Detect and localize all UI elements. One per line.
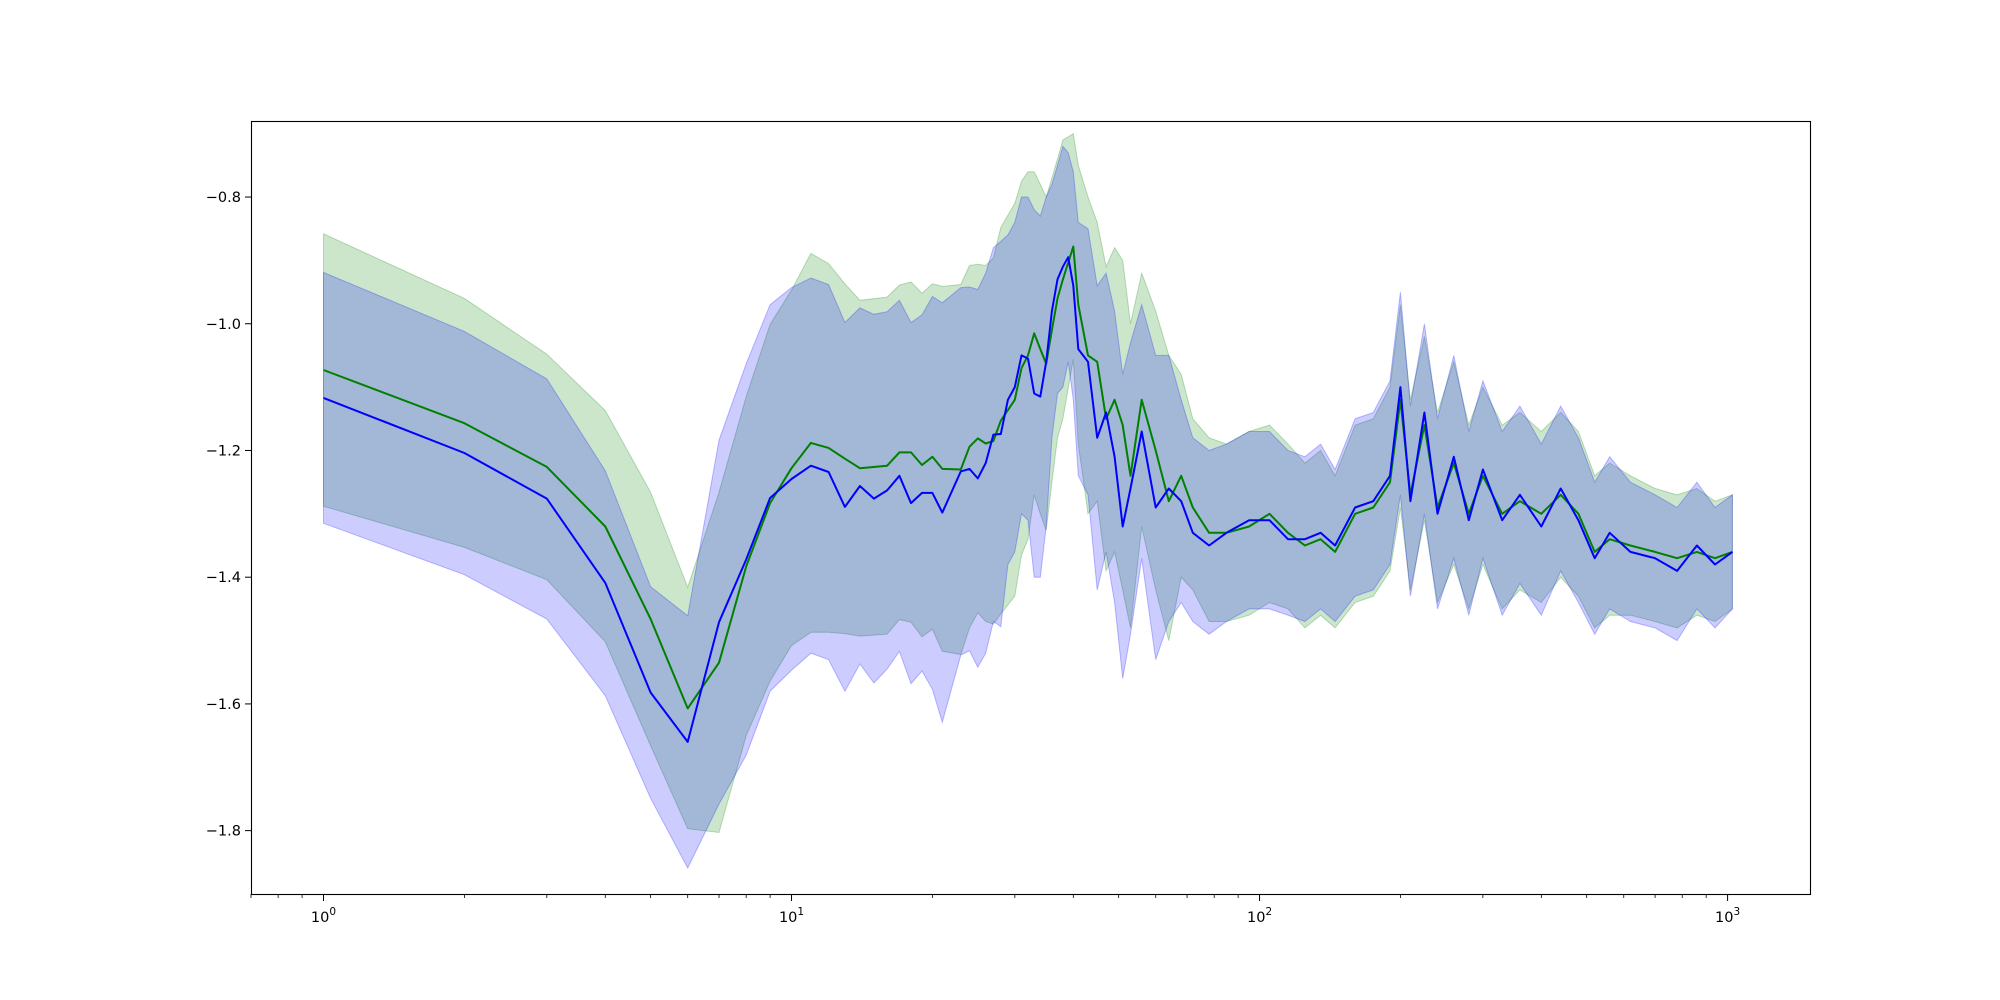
plot-area-frame (250, 120, 1812, 896)
series-1-line (323, 245, 1733, 710)
y-tick-label: −1.2 (206, 443, 241, 459)
y-tick-label: −0.8 (206, 190, 241, 206)
x-tick-label: 102 (1247, 906, 1272, 926)
series-2-band (323, 145, 1733, 870)
series-lines (323, 245, 1733, 743)
series-2-line (323, 256, 1733, 743)
x-tick-label: 103 (1715, 906, 1740, 926)
y-axis: −1.8 −1.6 −1.4 −1.2 −1.0 −0.8 (206, 190, 251, 840)
y-tick-label: −1.4 (206, 570, 241, 586)
series-1-band (323, 132, 1733, 834)
y-tick-label: −1.6 (206, 697, 241, 713)
x-tick-label: 100 (311, 906, 336, 926)
confidence-bands (323, 132, 1733, 870)
x-axis: 100 101 102 103 (250, 894, 1740, 926)
y-tick-label: −1.8 (206, 824, 241, 840)
y-tick-label: −1.0 (206, 317, 241, 333)
x-tick-label: 101 (779, 906, 804, 926)
